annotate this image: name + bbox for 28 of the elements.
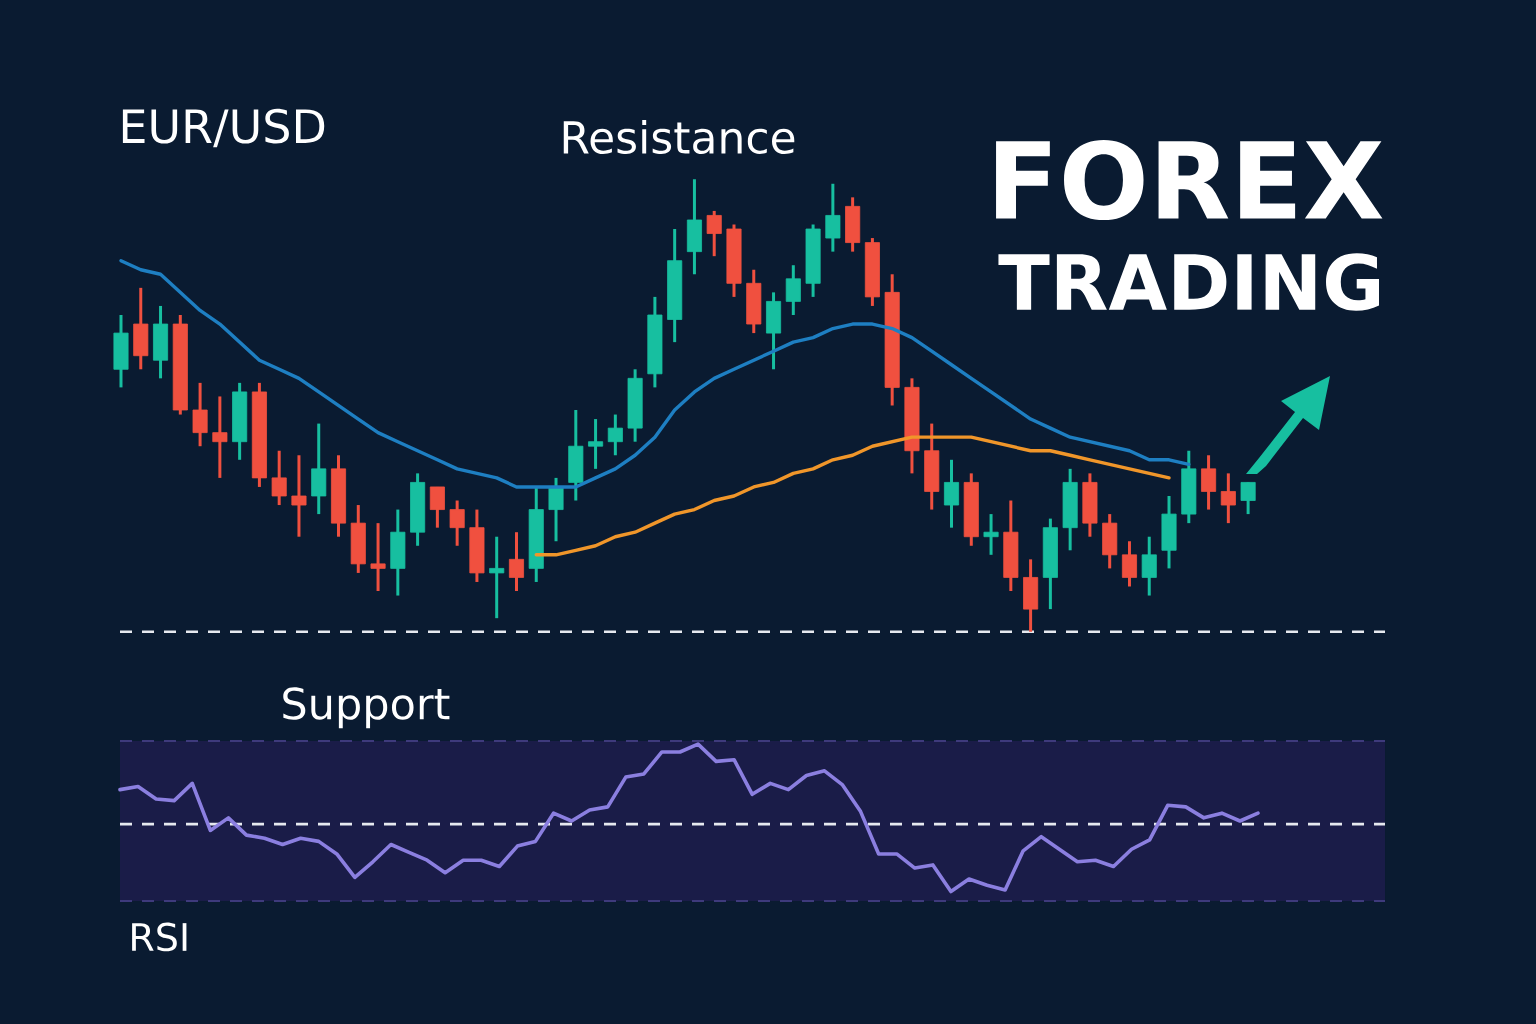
annotation: TRADING	[998, 253, 1380, 311]
candlestick	[370, 523, 386, 592]
candlestick	[825, 182, 841, 252]
candlestick	[943, 458, 960, 528]
text: Resistance	[563, 119, 795, 155]
candlestick	[1240, 482, 1256, 516]
candlestick	[429, 485, 445, 528]
candlestick	[449, 500, 465, 546]
candlestick	[548, 476, 564, 543]
candlestick	[212, 396, 228, 478]
candlestick	[588, 419, 604, 469]
candlestick	[785, 265, 801, 315]
candlestick	[1201, 455, 1217, 510]
candlestick	[192, 381, 208, 448]
candlestick	[1141, 536, 1157, 596]
candlestick	[271, 450, 287, 507]
text: RSI	[132, 922, 187, 952]
candlestick	[1220, 473, 1236, 525]
chart-title: EUR/USD	[122, 108, 325, 148]
candlestick	[291, 455, 307, 537]
candlestick	[489, 536, 505, 620]
candlestick	[983, 514, 999, 555]
candlestick	[607, 414, 623, 456]
candlestick	[1121, 541, 1137, 587]
ref-line-label: Support	[283, 687, 450, 729]
candlestick	[706, 209, 722, 258]
annotation: FOREX	[996, 139, 1383, 221]
candlestick	[508, 532, 524, 592]
